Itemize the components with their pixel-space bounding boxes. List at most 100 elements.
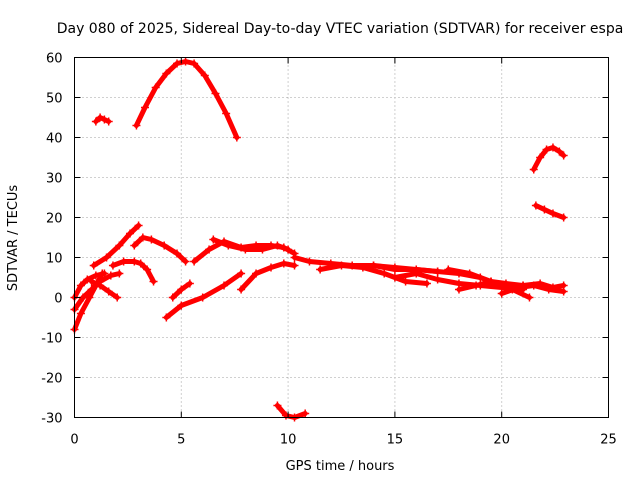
series-arc-mid-rise-a [168, 279, 194, 302]
series-arc-high-peak [132, 57, 241, 142]
data-point [497, 289, 506, 298]
x-tick-label: 10 [280, 433, 297, 448]
data-point [316, 265, 325, 274]
data-point [237, 269, 246, 278]
data-point [542, 145, 551, 154]
data-point [390, 273, 399, 282]
data-point [555, 147, 564, 156]
series-line [520, 281, 567, 290]
series-line [133, 59, 240, 140]
data-point [380, 269, 389, 278]
data-point [87, 285, 96, 294]
data-point [220, 281, 229, 290]
data-point [548, 143, 557, 152]
data-point [252, 269, 261, 278]
data-point [130, 257, 139, 266]
data-point [177, 301, 186, 310]
x-tick-label: 15 [387, 433, 404, 448]
series-line [93, 115, 112, 124]
data-point [140, 103, 149, 112]
data-point [132, 121, 141, 130]
data-point [138, 233, 147, 242]
data-point [501, 279, 510, 288]
data-point [113, 293, 122, 302]
data-point [151, 83, 160, 92]
grid [74, 57, 609, 418]
series-arc-hump-15 [130, 233, 190, 266]
series-line [131, 235, 189, 264]
data-point [536, 279, 545, 288]
data-point [134, 221, 143, 230]
data-point [104, 287, 113, 296]
data-point [237, 285, 246, 294]
data-point [525, 293, 534, 302]
data-point [160, 241, 169, 250]
data-point [529, 165, 538, 174]
data-point [209, 235, 218, 244]
chart-title: Day 080 of 2025, Sidereal Day-to-day VTE… [57, 21, 624, 37]
series-line [89, 279, 120, 300]
series-arc-mid-rise-c [237, 259, 299, 294]
data-point [358, 263, 367, 272]
data-point [173, 59, 182, 68]
data-point [290, 261, 299, 270]
data-point [369, 261, 378, 270]
data-point [433, 267, 442, 276]
data-point [433, 275, 442, 284]
data-point [87, 277, 96, 286]
data-point [76, 309, 85, 318]
data-point [301, 409, 310, 418]
y-tick-label: 10 [46, 252, 63, 267]
series-arc-12-plateau [209, 235, 293, 254]
data-point [337, 261, 346, 270]
x-tick-label: 5 [177, 433, 185, 448]
y-axis-label: SDTVAR / TECUs [6, 185, 21, 292]
data-point [181, 257, 190, 266]
data-point [115, 269, 124, 278]
data-point [258, 245, 267, 254]
data-point [487, 277, 496, 286]
series-arc-late-dome [529, 143, 568, 174]
y-tick-label: -20 [41, 372, 62, 387]
y-tick-label: 50 [46, 92, 63, 107]
series-arc-short-44 [91, 113, 113, 126]
data-point [91, 117, 100, 126]
data-point [514, 283, 523, 292]
plot-frame [74, 57, 609, 418]
data-point [143, 265, 152, 274]
data-point [168, 293, 177, 302]
data-point [412, 269, 421, 278]
data-point [104, 117, 113, 126]
data-point [224, 241, 233, 250]
x-tick-label: 20 [493, 433, 510, 448]
data-arcs [70, 57, 568, 422]
data-point [147, 235, 156, 244]
data-point [444, 265, 453, 274]
data-point [305, 257, 314, 266]
data-point [519, 281, 528, 290]
data-point [548, 283, 557, 292]
data-point [284, 245, 293, 254]
x-axis-label: GPS time / hours [286, 459, 395, 474]
data-point [211, 89, 220, 98]
series-arc-bottom [273, 401, 310, 422]
x-tick-label: 25 [600, 433, 617, 448]
data-point [540, 205, 549, 214]
data-point [281, 411, 290, 420]
data-point [76, 281, 85, 290]
data-point [100, 269, 109, 278]
ticks [74, 57, 609, 418]
data-point [536, 153, 545, 162]
data-point [100, 115, 109, 124]
y-tick-label: -10 [41, 332, 62, 347]
data-point [531, 201, 540, 210]
data-point [267, 263, 276, 272]
data-point [91, 271, 100, 280]
series-line [533, 203, 567, 220]
data-point [136, 259, 145, 268]
series-line [274, 403, 308, 420]
y-tick-label: 30 [46, 172, 63, 187]
data-point [115, 241, 124, 250]
data-point [472, 281, 481, 290]
